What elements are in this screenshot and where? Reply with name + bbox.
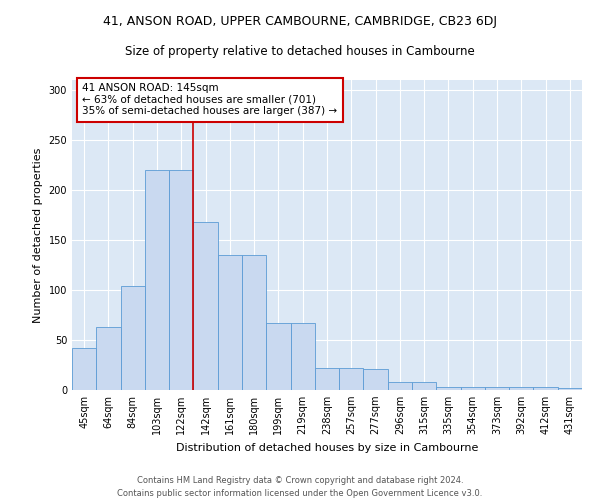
- Bar: [533, 387, 558, 390]
- Bar: [558, 388, 582, 390]
- Bar: [121, 286, 145, 390]
- Bar: [96, 327, 121, 390]
- Bar: [266, 323, 290, 390]
- Bar: [169, 170, 193, 390]
- Bar: [242, 255, 266, 390]
- Bar: [72, 348, 96, 390]
- Bar: [145, 170, 169, 390]
- Y-axis label: Number of detached properties: Number of detached properties: [33, 148, 43, 322]
- Bar: [388, 382, 412, 390]
- Text: 41, ANSON ROAD, UPPER CAMBOURNE, CAMBRIDGE, CB23 6DJ: 41, ANSON ROAD, UPPER CAMBOURNE, CAMBRID…: [103, 15, 497, 28]
- Text: Contains HM Land Registry data © Crown copyright and database right 2024.
Contai: Contains HM Land Registry data © Crown c…: [118, 476, 482, 498]
- Bar: [436, 387, 461, 390]
- Bar: [218, 255, 242, 390]
- Bar: [315, 368, 339, 390]
- X-axis label: Distribution of detached houses by size in Cambourne: Distribution of detached houses by size …: [176, 442, 478, 452]
- Bar: [412, 382, 436, 390]
- Bar: [290, 323, 315, 390]
- Bar: [485, 387, 509, 390]
- Bar: [364, 369, 388, 390]
- Text: Size of property relative to detached houses in Cambourne: Size of property relative to detached ho…: [125, 45, 475, 58]
- Bar: [339, 368, 364, 390]
- Text: 41 ANSON ROAD: 145sqm
← 63% of detached houses are smaller (701)
35% of semi-det: 41 ANSON ROAD: 145sqm ← 63% of detached …: [82, 83, 337, 116]
- Bar: [509, 387, 533, 390]
- Bar: [461, 387, 485, 390]
- Bar: [193, 222, 218, 390]
